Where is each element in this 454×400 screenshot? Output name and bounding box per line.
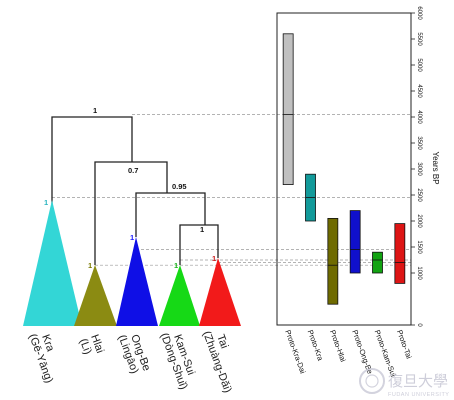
chart-frame [276,12,412,326]
clade-triangle-tai [199,258,241,326]
y-tick-label: 4500 [416,84,422,98]
node-support-2: 0.7 [128,166,138,175]
age-box [394,223,406,284]
y-tick-label: 4000 [416,110,422,124]
branch-root [51,116,133,245]
y-tick-label: 5500 [416,32,422,46]
university-watermark: 復旦大學 FUDAN UNIVERSITY [359,368,449,398]
age-box [282,33,294,186]
node-support-3: 0.95 [172,182,187,191]
watermark-subtext: FUDAN UNIVERSITY [388,392,449,398]
tip-support-hlai: 1 [88,261,92,270]
y-tick-label: 3500 [416,136,422,150]
seal-inner-icon [365,374,379,388]
watermark-glyphs: 復旦大學 [388,372,448,390]
box-series [282,33,406,305]
tip-label-kra: Kra [39,333,56,354]
tip-label-tai: Tai [214,333,230,350]
y-tick-label: 1000 [416,266,422,280]
y-tick-label: 5000 [416,58,422,72]
branch-node3 [135,192,206,237]
y-tick-label: 3000 [416,162,422,176]
age-box [372,251,383,274]
node-support-root: 1 [93,106,97,115]
tip-support-tai: 1 [212,254,216,263]
x-category-label: Proto-Tai [395,329,414,361]
tip-support-kra: 1 [44,198,48,207]
phylogenetic-tree: 1 0.7 0.95 1 1 1 1 1 1 Kra (Gē-Yāng) Hla… [23,106,241,395]
seal-icon [359,368,385,394]
tip-support-ongbe: 1 [130,233,134,242]
clade-triangle-kamsui [159,265,200,326]
x-category-label: Proto-Kra-Dai [283,329,307,375]
y-axis-label: Years BP [431,151,440,184]
branch-node4 [179,224,219,265]
y-tick-label: 2000 [416,214,422,228]
x-category-label: Proto-Kra [306,329,326,363]
y-tick-label: 0 [416,323,422,327]
clade-triangle-ongbe [116,237,158,326]
x-category-label: Proto-Hlai [328,329,348,364]
y-tick-label: 2500 [416,188,422,202]
tip-support-kamsui: 1 [174,261,178,270]
clade-triangle-kra [23,200,82,326]
y-tick-label: 6000 [416,6,422,20]
y-tick-label: 1500 [416,240,422,254]
age-box [327,217,339,305]
y-axis: 0 1000 1500 2000 2500 3000 3500 4000 4500 5000 550… [411,6,422,327]
age-box [349,210,361,274]
branch-node2 [94,161,168,265]
tip-label-hlai-alt: (Li) [77,337,94,356]
clade-triangle-hlai [74,265,117,326]
age-box-chart: 0 1000 1500 2000 2500 3000 3500 4000 4500 5000 550… [276,6,440,379]
node-support-4: 1 [200,225,204,234]
